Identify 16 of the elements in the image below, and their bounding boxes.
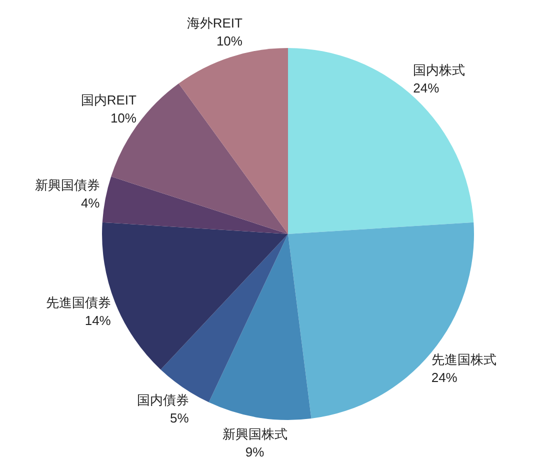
slice-label: 海外REIT bbox=[186, 15, 243, 30]
slice-label: 国内債券 bbox=[136, 392, 189, 408]
data-label: 24% bbox=[413, 80, 440, 96]
slice-label: 先進国株式 bbox=[431, 352, 496, 368]
data-label: 24% bbox=[431, 370, 458, 386]
slice-label: 国内株式 bbox=[413, 62, 466, 78]
data-label: 10% bbox=[216, 33, 243, 48]
data-label: 5% bbox=[170, 410, 190, 426]
data-label: 4% bbox=[80, 195, 100, 210]
data-label: 10% bbox=[110, 110, 137, 126]
slice-label: 先進国債券 bbox=[46, 295, 111, 310]
slice-label: 国内REIT bbox=[80, 92, 137, 108]
data-label: 9% bbox=[245, 444, 265, 460]
slice-label: 新興国債券 bbox=[34, 177, 100, 192]
data-label: 14% bbox=[84, 313, 112, 328]
slice-label: 新興国株式 bbox=[222, 426, 288, 442]
